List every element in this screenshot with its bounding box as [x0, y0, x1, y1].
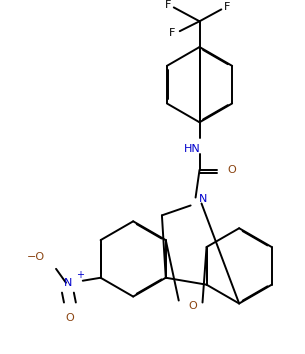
- Text: N: N: [64, 278, 72, 288]
- Text: O: O: [228, 165, 237, 175]
- Text: HN: HN: [184, 144, 201, 154]
- Text: O: O: [188, 302, 197, 312]
- Text: F: F: [165, 0, 171, 10]
- Text: F: F: [169, 28, 175, 38]
- Text: N: N: [199, 194, 208, 204]
- Text: O: O: [66, 313, 74, 323]
- Text: −O: −O: [27, 252, 45, 262]
- Text: F: F: [224, 2, 231, 12]
- Text: +: +: [76, 270, 84, 280]
